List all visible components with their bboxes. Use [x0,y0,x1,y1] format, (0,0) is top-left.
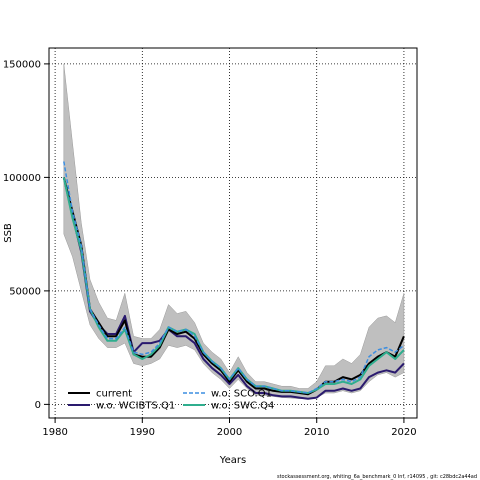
x-tick-label: 1980 [42,427,67,438]
legend-label: w.o. SWC.Q4 [211,401,274,412]
x-tick-label: 2000 [217,427,242,438]
y-tick-label: 150000 [3,59,41,70]
legend-label: w.o. SCO.Q1 [211,389,272,400]
caption-text: stockassessment.org, whiting_6a_benchmar… [277,474,477,480]
x-axis: 1980 1990 2000 2010 2020 [42,418,417,438]
y-axis: 0 50000 100000 150000 [3,59,49,411]
y-tick-label: 0 [35,400,41,411]
plot-frame [48,47,418,419]
x-tick-label: 2020 [391,427,416,438]
x-tick-label: 2010 [304,427,329,438]
y-tick-label: 100000 [3,173,41,184]
legend-label: current [96,389,132,400]
series-line-current [62,177,405,396]
legend-label: w.o. WCIBTS.Q1 [96,401,175,412]
plot-background [49,48,417,418]
y-tick-label: 50000 [9,286,41,297]
x-axis-title: Years [219,455,246,466]
x-tick-label: 1990 [130,427,155,438]
series-layer [62,161,405,400]
series-line-w-o-wcibts-q1 [62,177,405,400]
series-line-w-o-sco-q1 [63,161,405,394]
y-axis-title: SSB [3,223,14,243]
grid-lines [49,48,417,418]
